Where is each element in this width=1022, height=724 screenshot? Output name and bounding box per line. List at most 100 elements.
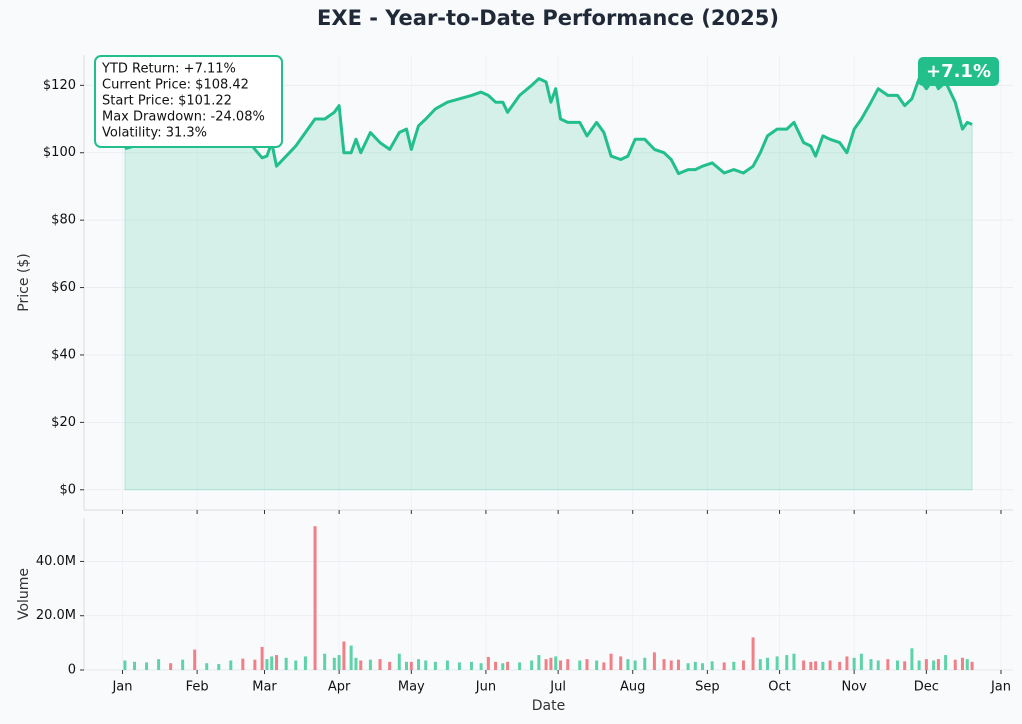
volume-bar [549, 657, 553, 670]
volume-bar [388, 661, 392, 670]
volume-bar [758, 659, 762, 670]
volume-bar [518, 662, 522, 670]
volume-bar [417, 659, 421, 670]
y-tick-label: 20.0M [36, 608, 76, 623]
volume-bar [809, 661, 813, 670]
volume-bar [609, 653, 613, 670]
volume-bar [253, 659, 257, 670]
volume-bar [970, 661, 974, 670]
volume-bar [732, 661, 736, 670]
volume-bar [337, 655, 341, 670]
volume-bar [775, 656, 779, 670]
volume-bar [741, 660, 745, 670]
y-tick-label: $100 [43, 145, 76, 160]
x-tick-label: Feb [186, 680, 209, 695]
volume-bar [284, 657, 288, 670]
stats-line: Start Price: $101.22 [102, 94, 232, 109]
volume-bar [354, 657, 358, 670]
volume-bar [936, 659, 940, 670]
volume-bar [619, 656, 623, 670]
volume-bar [828, 660, 832, 670]
y-tick-label: 40.0M [36, 554, 76, 569]
volume-bar [585, 659, 589, 670]
y-tick-label: $40 [51, 347, 76, 362]
x-axis-title: Date [532, 698, 565, 714]
y-tick-label: $0 [59, 482, 76, 497]
y-axis-title: Price ($) [16, 253, 32, 311]
volume-bar [181, 659, 185, 670]
volume-bar [845, 656, 849, 670]
volume-bar [852, 657, 856, 670]
volume-bar [859, 653, 863, 670]
x-tick-label: Sep [695, 680, 720, 695]
volume-bar [701, 663, 705, 670]
volume-bar [424, 660, 428, 670]
x-tick-label: Jan [990, 680, 1011, 695]
volume-bar [332, 657, 336, 670]
volume-bar [910, 648, 914, 670]
volume-bar [275, 655, 279, 670]
volume-bar [886, 659, 890, 670]
volume-bar [932, 660, 936, 670]
volume-bar [626, 659, 630, 670]
volume-bar [169, 663, 173, 670]
volume-bar [537, 655, 541, 670]
volume-bar [469, 661, 473, 670]
y-tick-label: $120 [43, 78, 76, 93]
volume-bar [544, 659, 548, 670]
volume-bar [960, 657, 964, 670]
stats-line: Max Drawdown: -24.08% [102, 110, 265, 125]
y-tick-label: $20 [51, 415, 76, 430]
volume-bar [397, 653, 401, 670]
volume-bar [554, 656, 558, 670]
volume-bar [359, 660, 363, 670]
volume-bar [633, 660, 637, 670]
x-tick-label: Mar [252, 680, 277, 695]
volume-bar [494, 661, 498, 670]
x-tick-label: May [398, 680, 425, 695]
volume-bar [917, 660, 921, 670]
badge-frame [918, 57, 999, 86]
volume-bar [710, 661, 714, 670]
volume-bar [133, 661, 137, 670]
volume-bar [323, 653, 327, 670]
volume-bar [814, 661, 818, 670]
volume-bar [903, 661, 907, 670]
x-tick-label: Oct [768, 680, 790, 695]
volume-bar [785, 655, 789, 670]
volume-bar [229, 660, 233, 670]
stats-line: Volatility: 31.3% [102, 126, 207, 141]
chart-title: EXE - Year-to-Date Performance (2025) [317, 6, 779, 30]
volume-bar [802, 660, 806, 670]
volume-bar [313, 526, 317, 670]
volume-bar [368, 659, 372, 670]
x-tick-label: Nov [841, 680, 867, 695]
volume-bar [205, 663, 209, 670]
volume-bar [123, 660, 127, 670]
x-tick-label: Apr [328, 680, 351, 695]
volume-bar [792, 653, 796, 670]
stats-box-frame [94, 55, 283, 148]
volume-bar [838, 661, 842, 670]
volume-bar [924, 659, 928, 670]
volume-bar [445, 660, 449, 670]
volume-bar [409, 661, 413, 670]
y-tick-label: 0 [68, 663, 76, 678]
return-badge: +7.1% [926, 61, 991, 82]
volume-bar [751, 637, 755, 670]
volume-bar [686, 663, 690, 670]
x-tick-label: Jul [549, 680, 566, 695]
volume-bar [676, 659, 680, 670]
volume-bar [595, 660, 599, 670]
volume-bar [265, 659, 269, 670]
volume-bar [241, 658, 245, 670]
volume-bar [876, 660, 880, 670]
volume-bar [405, 661, 409, 670]
x-tick-label: Jun [475, 680, 496, 695]
price-line [124, 77, 973, 176]
volume-bar [193, 649, 197, 670]
volume-bar [157, 659, 161, 670]
volume-bar [693, 661, 697, 670]
volume-bar [953, 659, 957, 670]
volume-bar [260, 646, 264, 670]
